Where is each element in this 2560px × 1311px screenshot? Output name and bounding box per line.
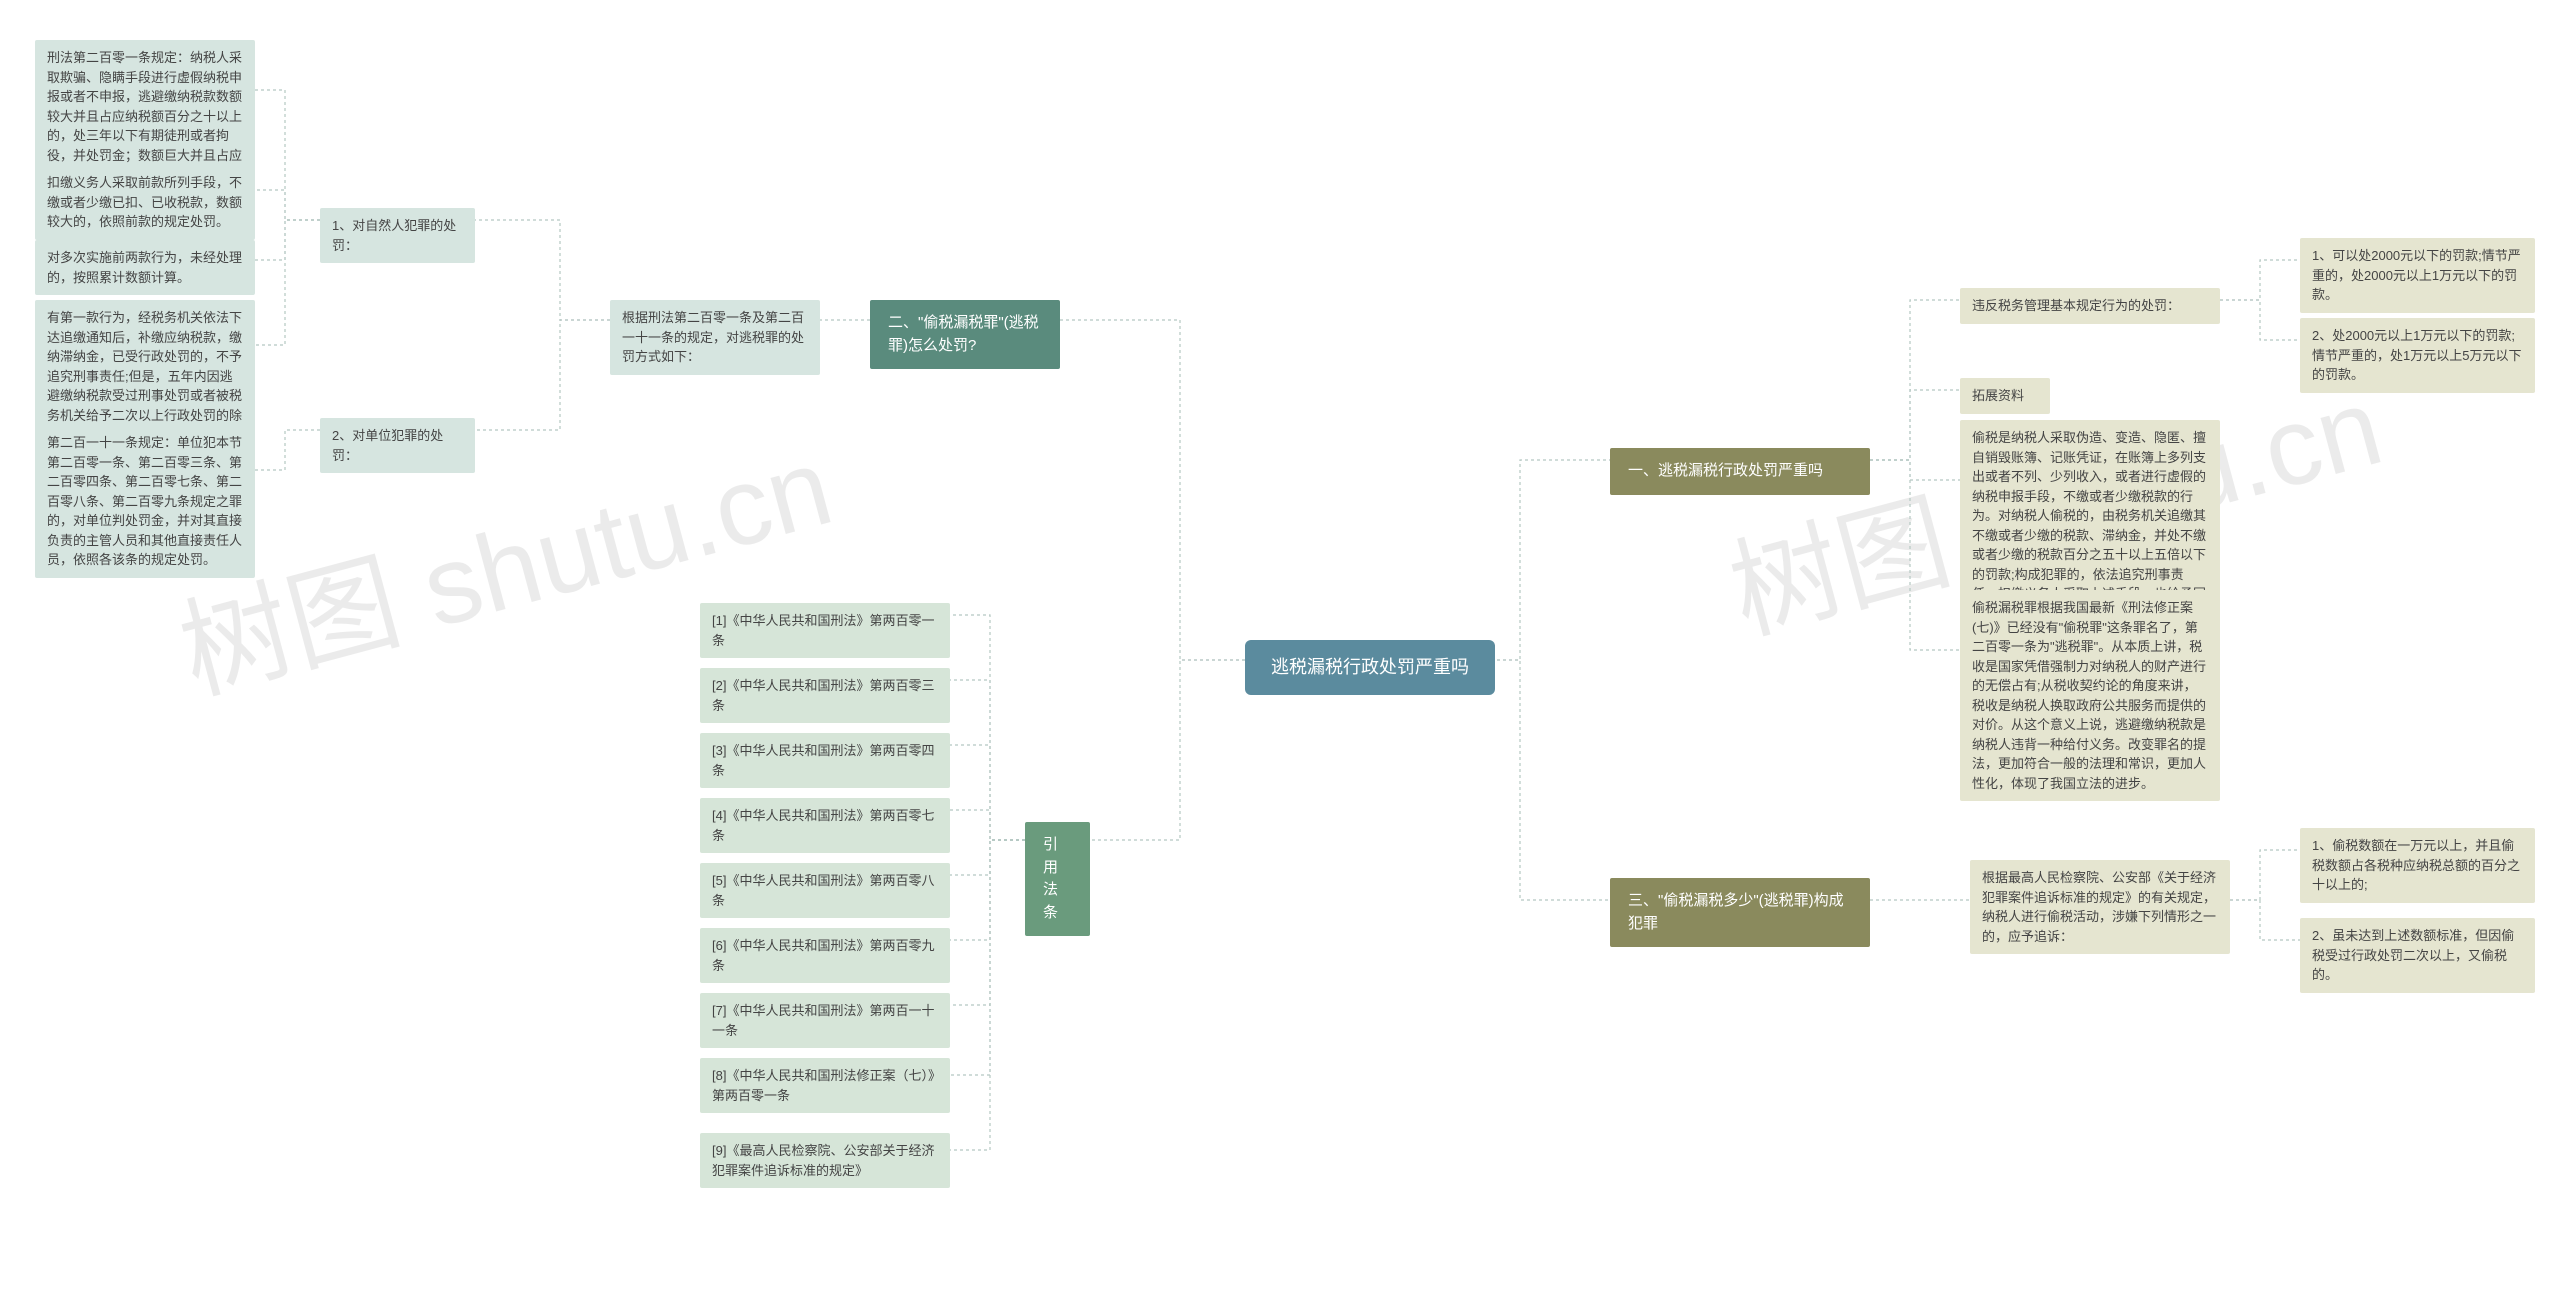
b1-c4: 偷税漏税罪根据我国最新《刑法修正案(七)》已经没有"偷税罪"这条罪名了，第二百零…	[1960, 590, 2220, 801]
b2-c2: 2、对单位犯罪的处罚：	[320, 418, 475, 473]
b4-r5: [5]《中华人民共和国刑法》第两百零八条	[700, 863, 950, 918]
b2-desc: 根据刑法第二百零一条及第二百一十一条的规定，对逃税罪的处罚方式如下：	[610, 300, 820, 375]
b3-desc: 根据最高人民检察院、公安部《关于经济犯罪案件追诉标准的规定》的有关规定，纳税人进…	[1970, 860, 2230, 954]
b4-r3: [3]《中华人民共和国刑法》第两百零四条	[700, 733, 950, 788]
b3-leaf1: 1、偷税数额在一万元以上，并且偷税数额占各税种应纳税总额的百分之十以上的;	[2300, 828, 2535, 903]
branch-3: 三、"偷税漏税多少"(逃税罪)构成犯罪	[1610, 878, 1870, 947]
b3-leaf2: 2、虽未达到上述数额标准，但因偷税受过行政处罚二次以上，又偷税的。	[2300, 918, 2535, 993]
b2-c2-leaf1: 第二百一十一条规定：单位犯本节第二百零一条、第二百零三条、第二百零四条、第二百零…	[35, 425, 255, 578]
b1-c1-leaf1: 1、可以处2000元以下的罚款;情节严重的，处2000元以上1万元以下的罚款。	[2300, 238, 2535, 313]
b4-r8: [8]《中华人民共和国刑法修正案（七）》第两百零一条	[700, 1058, 950, 1113]
branch-2: 二、"偷税漏税罪"(逃税罪)怎么处罚?	[870, 300, 1060, 369]
b1-c1-leaf2: 2、处2000元以上1万元以下的罚款;情节严重的，处1万元以上5万元以下的罚款。	[2300, 318, 2535, 393]
b4-r2: [2]《中华人民共和国刑法》第两百零三条	[700, 668, 950, 723]
b1-c2: 拓展资料	[1960, 378, 2050, 414]
branch-1: 一、逃税漏税行政处罚严重吗	[1610, 448, 1870, 495]
root-node: 逃税漏税行政处罚严重吗	[1245, 640, 1495, 695]
b2-c1: 1、对自然人犯罪的处罚：	[320, 208, 475, 263]
b2-c1-leaf3: 对多次实施前两款行为，未经处理的，按照累计数额计算。	[35, 240, 255, 295]
b1-c1: 违反税务管理基本规定行为的处罚：	[1960, 288, 2220, 324]
b2-c1-leaf2: 扣缴义务人采取前款所列手段，不缴或者少缴已扣、已收税款，数额较大的，依照前款的规…	[35, 165, 255, 240]
b4-r1: [1]《中华人民共和国刑法》第两百零一条	[700, 603, 950, 658]
branch-4: 引用法条	[1025, 822, 1090, 936]
b4-r6: [6]《中华人民共和国刑法》第两百零九条	[700, 928, 950, 983]
b4-r4: [4]《中华人民共和国刑法》第两百零七条	[700, 798, 950, 853]
b4-r7: [7]《中华人民共和国刑法》第两百一十一条	[700, 993, 950, 1048]
b4-r9: [9]《最高人民检察院、公安部关于经济犯罪案件追诉标准的规定》	[700, 1133, 950, 1188]
